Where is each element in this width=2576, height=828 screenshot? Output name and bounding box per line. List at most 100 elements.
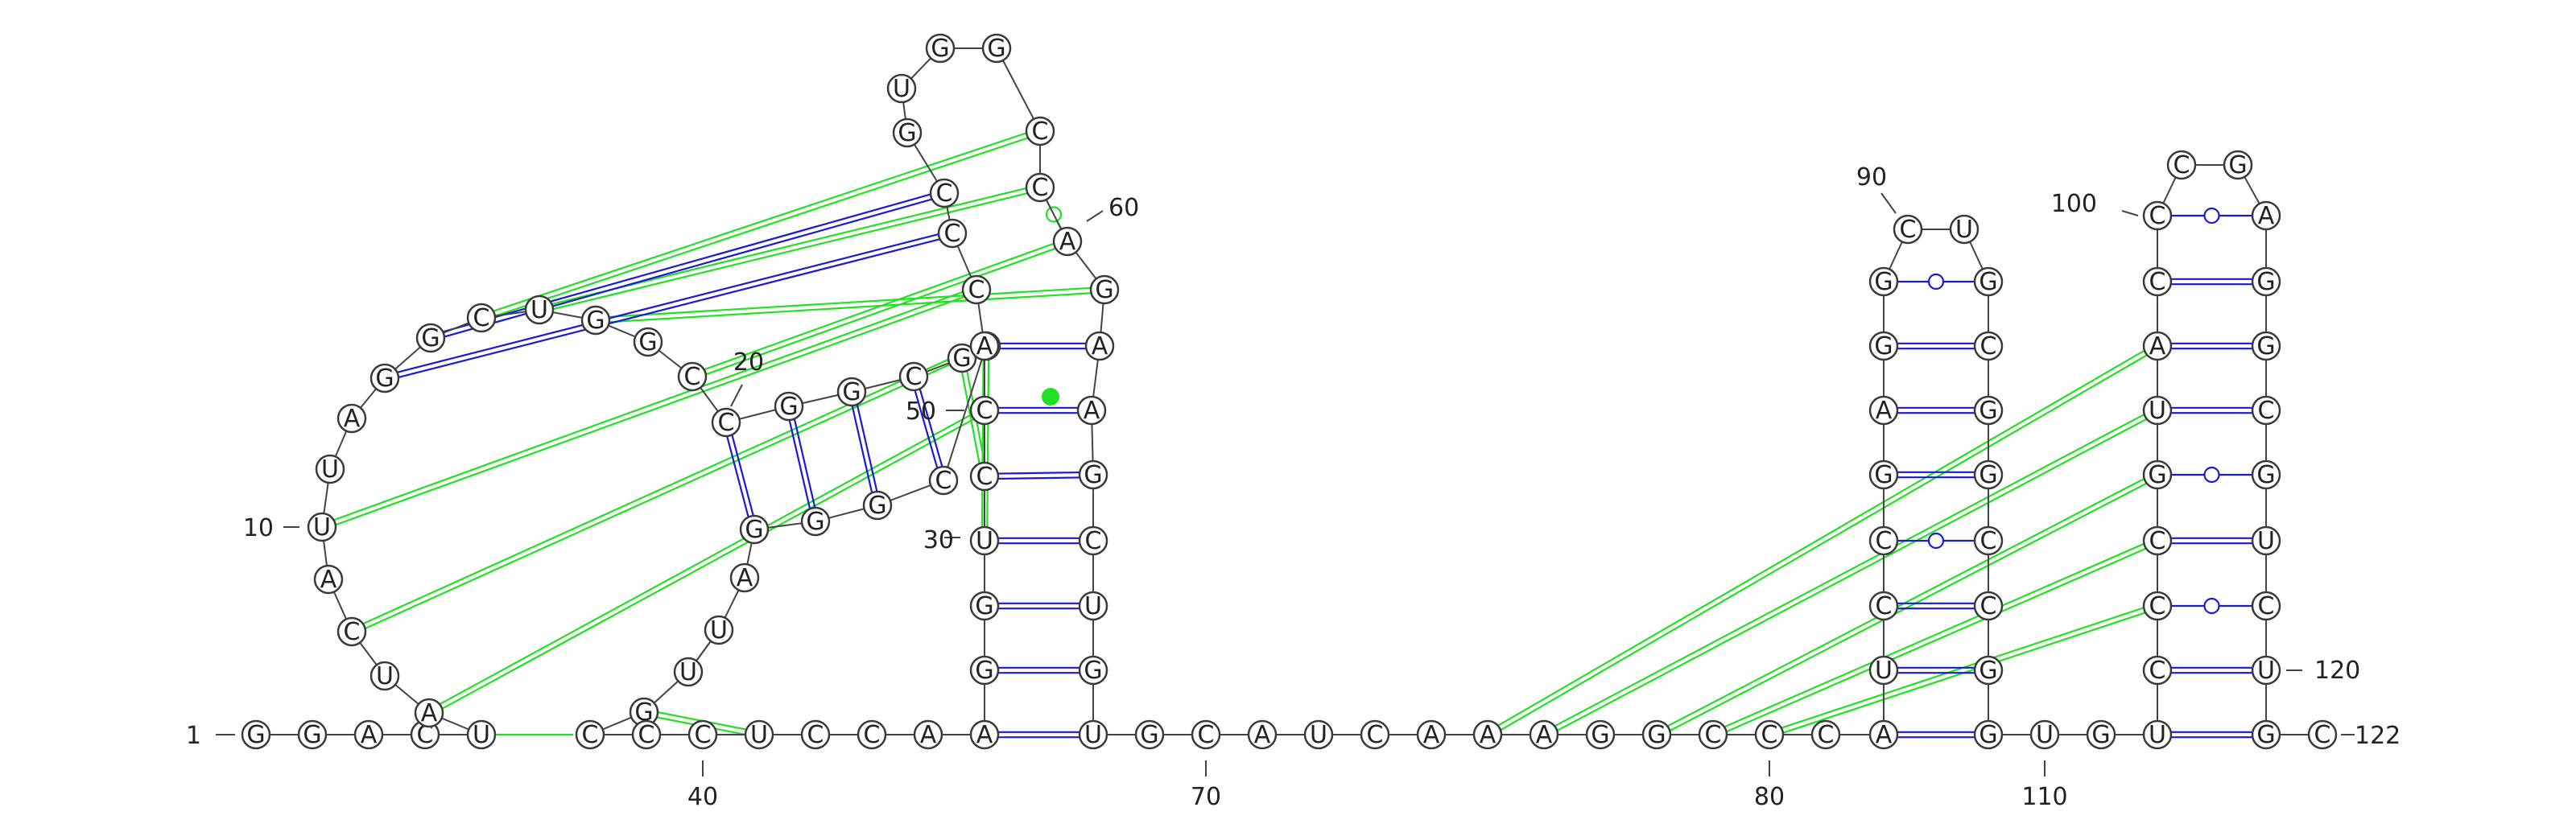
nucleotide-letter: G [1874,268,1893,296]
nucleotide-letter: G [952,344,971,373]
nucleotide-letter: C [936,179,953,208]
nucleotide-letter: C [1900,216,1917,244]
nucleotide-circle [729,562,760,593]
nucleotide: C [1754,719,1785,750]
nucleotide: G [2086,719,2116,750]
backbone [256,47,2322,735]
nucleotide: G [969,591,1000,621]
nucleotide: G [1078,655,1108,686]
wobble-pair-marker [1927,532,1945,550]
nucleotide-circle [2223,150,2253,180]
position-label: 30 [923,526,954,554]
nucleotide-letter: A [1084,397,1100,425]
nucleotide: C [961,274,992,305]
nucleotide-circle [2142,331,2173,361]
nucleotide: G [2142,459,2173,490]
nucleotide-letter: C [1818,721,1835,749]
nucleotide-letter: C [695,721,712,749]
base-pair [431,195,946,342]
nucleotide: G [836,377,867,407]
tertiary-interaction [986,346,990,542]
nucleotide-circle [2251,655,2281,686]
nucleotide: G [739,514,770,545]
nucleotide: A [969,719,1000,750]
nucleotide: U [1868,655,1899,686]
base-pair [429,189,944,336]
nucleotide-letter: G [1084,461,1102,489]
nucleotide-letter: C [2149,592,2166,620]
nucleotide-circle [892,117,923,148]
nucleotide-circle [466,303,497,333]
nucleotide: G [633,327,663,357]
nucleotide-letter: C [2149,657,2166,685]
nucleotide-circle [1754,719,1785,750]
position-label: 80 [1754,783,1785,811]
nucleotide-circle [862,490,893,521]
nucleotide: G [969,655,1000,686]
nucleotide: G [1134,719,1165,750]
nucleotide-letter: A [737,564,753,592]
nucleotide-circle [1698,719,1728,750]
nucleotide: C [1973,525,2004,556]
nucleotide-circle [1025,172,1055,203]
nucleotide: C [1868,591,1899,621]
nucleotide-letter: A [344,405,361,433]
nucleotide: U [315,454,345,484]
nucleotide-letter: A [1480,721,1496,749]
nucleotide-circle [2307,719,2338,750]
tertiary-interaction [427,407,984,712]
nucleotide-circle [1084,331,1115,361]
nucleotide-letter: C [968,276,985,304]
position-label: 110 [2021,783,2067,811]
nucleotide-circle [1078,719,1108,750]
nucleotide: G [1973,395,2004,426]
tertiary-interaction [480,127,1040,317]
nucleotide: U [369,661,400,691]
base-pair [848,392,876,506]
nucleotide-circle [1089,274,1120,305]
nucleotide-letter: A [976,332,993,360]
nucleotide: G [981,33,1012,64]
nucleotide-circle [1868,266,1899,297]
nucleotide-circle [2142,459,2173,490]
nucleotide-circle [739,514,770,545]
base-pair [915,375,947,480]
nucleotide: G [1973,719,2004,750]
nucleotide: C [1025,172,1055,203]
nucleotide: A [414,698,444,728]
wobble-pair-marker [2203,207,2220,225]
nucleotide: C [2142,591,2173,621]
nucleotide-letter: G [1979,268,1997,296]
nucleotide-circle [2251,719,2281,750]
nucleotide-letter: U [679,658,697,686]
nucleotide-circle [369,661,400,691]
nucleotide: C [1191,719,1221,750]
nucleotide: A [1868,395,1899,426]
nucleotide-letter: C [2149,268,2166,296]
nucleotide-letter: G [1874,461,1893,489]
tertiary-interaction [1542,407,2157,734]
position-label: 120 [2314,657,2360,685]
nucleotide: A [1247,719,1278,750]
nucleotide-circle [2251,266,2281,297]
position-label: 40 [687,783,718,811]
nucleotide-circle [677,361,708,392]
nucleotide-letter: A [1536,721,1553,749]
nucleotide-letter: U [321,455,339,484]
nucleotide: G [1973,459,2004,490]
nucleotide: C [2166,150,2197,180]
nucleotide: C [336,616,367,647]
nucleotide: G [2251,459,2281,490]
nucleotide: U [2142,719,2173,750]
nucleotide-circle [800,719,831,750]
tertiary-interaction [1713,542,2159,738]
nucleotide-letter: G [1979,657,1997,685]
nucleotide-letter: G [2256,461,2275,489]
nucleotide-circle [947,343,977,373]
nucleotide-circle [2142,719,2173,750]
nucleotide-letter: U [2257,527,2275,555]
nucleotide-circle [2251,331,2281,361]
nucleotide-letter: A [2258,202,2275,230]
nucleotide-letter: C [906,363,923,391]
